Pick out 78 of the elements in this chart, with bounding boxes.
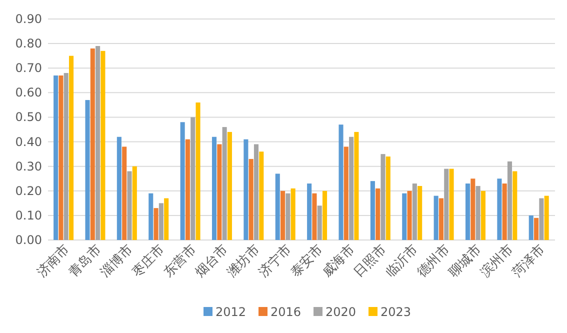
bar bbox=[116, 136, 122, 240]
bar bbox=[380, 154, 386, 240]
bar bbox=[539, 198, 544, 240]
bar bbox=[259, 152, 264, 240]
bar bbox=[497, 178, 502, 240]
bar bbox=[402, 193, 407, 240]
bar bbox=[286, 193, 290, 240]
bar bbox=[512, 171, 518, 240]
bar bbox=[312, 193, 317, 240]
bar bbox=[127, 171, 132, 240]
y-tick-label: 0.60 bbox=[15, 86, 42, 100]
bar bbox=[122, 146, 127, 240]
bar bbox=[222, 127, 227, 240]
bar bbox=[158, 203, 164, 240]
y-tick-label: 0.20 bbox=[15, 184, 42, 198]
bar bbox=[507, 161, 512, 240]
bar bbox=[164, 198, 169, 240]
bar bbox=[280, 190, 286, 240]
bar bbox=[185, 139, 190, 240]
bar bbox=[502, 184, 507, 240]
bar bbox=[275, 174, 280, 240]
bar bbox=[212, 136, 217, 240]
bar bbox=[528, 215, 534, 240]
bar bbox=[317, 206, 322, 240]
bar bbox=[438, 198, 444, 240]
legend-label: 2023 bbox=[380, 305, 412, 319]
legend-label: 2020 bbox=[326, 305, 356, 319]
bar bbox=[96, 46, 100, 240]
bar bbox=[386, 156, 390, 240]
bar bbox=[544, 196, 549, 240]
bar bbox=[227, 132, 232, 240]
bar bbox=[534, 218, 539, 240]
bar bbox=[322, 190, 328, 240]
bar bbox=[434, 196, 438, 240]
bar bbox=[349, 136, 354, 240]
bar bbox=[465, 184, 470, 240]
bar bbox=[407, 190, 412, 240]
bar bbox=[196, 102, 200, 240]
bar bbox=[449, 168, 454, 240]
legend-label: 2016 bbox=[270, 305, 302, 319]
bar bbox=[338, 124, 344, 240]
bar bbox=[154, 208, 158, 240]
bar bbox=[480, 190, 486, 240]
bar bbox=[54, 75, 58, 240]
bar bbox=[180, 122, 185, 240]
bar bbox=[354, 132, 359, 240]
bar bbox=[68, 56, 74, 240]
bar bbox=[132, 166, 137, 240]
y-tick-label: 0.50 bbox=[15, 110, 42, 124]
bar bbox=[344, 146, 348, 240]
bar bbox=[190, 117, 196, 240]
bar bbox=[248, 158, 254, 240]
bar bbox=[418, 186, 422, 240]
bar bbox=[148, 193, 154, 240]
bar bbox=[64, 73, 68, 240]
bar bbox=[217, 144, 222, 240]
bar bbox=[476, 186, 480, 240]
y-tick-label: 0.00 bbox=[15, 233, 42, 247]
y-tick-label: 0.80 bbox=[15, 36, 42, 51]
y-tick-label: 0.90 bbox=[15, 12, 42, 26]
y-tick-label: 0.70 bbox=[15, 61, 42, 76]
bar bbox=[290, 188, 296, 240]
y-tick-label: 0.10 bbox=[15, 208, 42, 222]
bar bbox=[376, 188, 380, 240]
bar bbox=[85, 100, 90, 240]
y-tick-label: 0.30 bbox=[15, 159, 42, 174]
y-tick-label: 0.40 bbox=[15, 134, 42, 149]
bar bbox=[58, 75, 64, 240]
bar bbox=[307, 184, 312, 240]
legend-label: 2012 bbox=[216, 305, 246, 319]
bar bbox=[370, 181, 375, 240]
bar bbox=[412, 184, 417, 240]
bar bbox=[244, 139, 248, 240]
bar bbox=[444, 168, 449, 240]
bar bbox=[100, 50, 106, 240]
bar bbox=[254, 144, 259, 240]
bar bbox=[470, 178, 476, 240]
bar bbox=[90, 48, 95, 240]
